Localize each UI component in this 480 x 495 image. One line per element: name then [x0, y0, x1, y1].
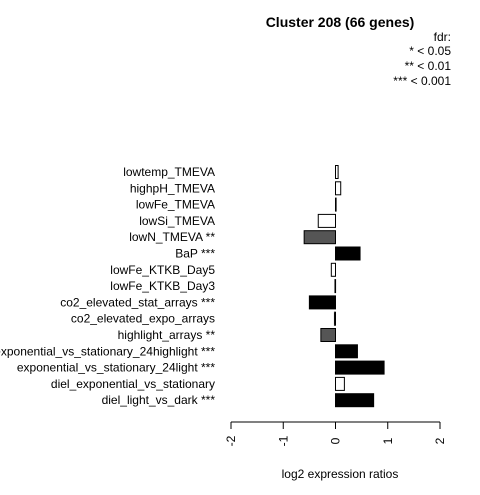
bar — [335, 181, 342, 196]
category-label: BaP *** — [175, 247, 215, 261]
bar — [308, 295, 336, 310]
bar — [335, 376, 345, 391]
legend-entry: ** < 0.01 — [405, 59, 452, 73]
category-label: lowN_TMEVA ** — [129, 230, 215, 244]
bar — [335, 344, 358, 359]
legend-entry: * < 0.05 — [409, 44, 451, 58]
bar — [335, 246, 361, 261]
legend-title: fdr: — [434, 30, 451, 44]
bar — [335, 393, 375, 408]
bar — [317, 213, 337, 228]
category-labels: lowtemp_TMEVA highpH_TMEVA lowFe_TMEVA lowS… — [0, 165, 215, 407]
legend-entry: *** < 0.001 — [393, 74, 451, 88]
x-tick-label: -2 — [224, 435, 238, 446]
bar — [303, 230, 336, 245]
category-label: exponential_vs_stationary_24highlight **… — [0, 344, 215, 358]
legend: fdr: * < 0.05 ** < 0.01 *** < 0.001 — [393, 30, 451, 88]
bar — [335, 165, 339, 179]
bar — [330, 262, 337, 277]
category-label: highlight_arrays ** — [118, 328, 216, 342]
x-axis: -2 -1 0 1 2 — [224, 421, 447, 446]
category-label: lowFe_KTKB_Day5 — [110, 263, 215, 277]
category-label: co2_elevated_stat_arrays *** — [60, 295, 215, 309]
category-label: lowFe_TMEVA — [136, 198, 215, 212]
category-label: lowtemp_TMEVA — [123, 165, 215, 179]
category-label: lowSi_TMEVA — [139, 214, 215, 228]
bar — [334, 279, 337, 294]
x-tick-label: 1 — [381, 437, 395, 444]
category-label: highpH_TMEVA — [130, 181, 215, 195]
x-axis-label: log2 expression ratios — [282, 467, 399, 481]
bars — [303, 165, 385, 408]
bar — [335, 197, 337, 212]
chart-title: Cluster 208 (66 genes) — [266, 14, 415, 30]
x-tick-label: 0 — [329, 437, 343, 444]
category-label: diel_exponential_vs_stationary — [51, 377, 215, 391]
bar — [335, 360, 385, 375]
category-label: diel_light_vs_dark *** — [102, 393, 216, 407]
category-label: co2_elevated_expo_arrays — [71, 312, 215, 326]
bar — [333, 311, 336, 326]
x-tick-label: -1 — [276, 435, 290, 446]
x-tick-label: 2 — [433, 437, 447, 444]
bar — [320, 328, 336, 342]
category-label: exponential_vs_stationary_24light *** — [17, 361, 215, 375]
category-label: lowFe_KTKB_Day3 — [110, 279, 215, 293]
